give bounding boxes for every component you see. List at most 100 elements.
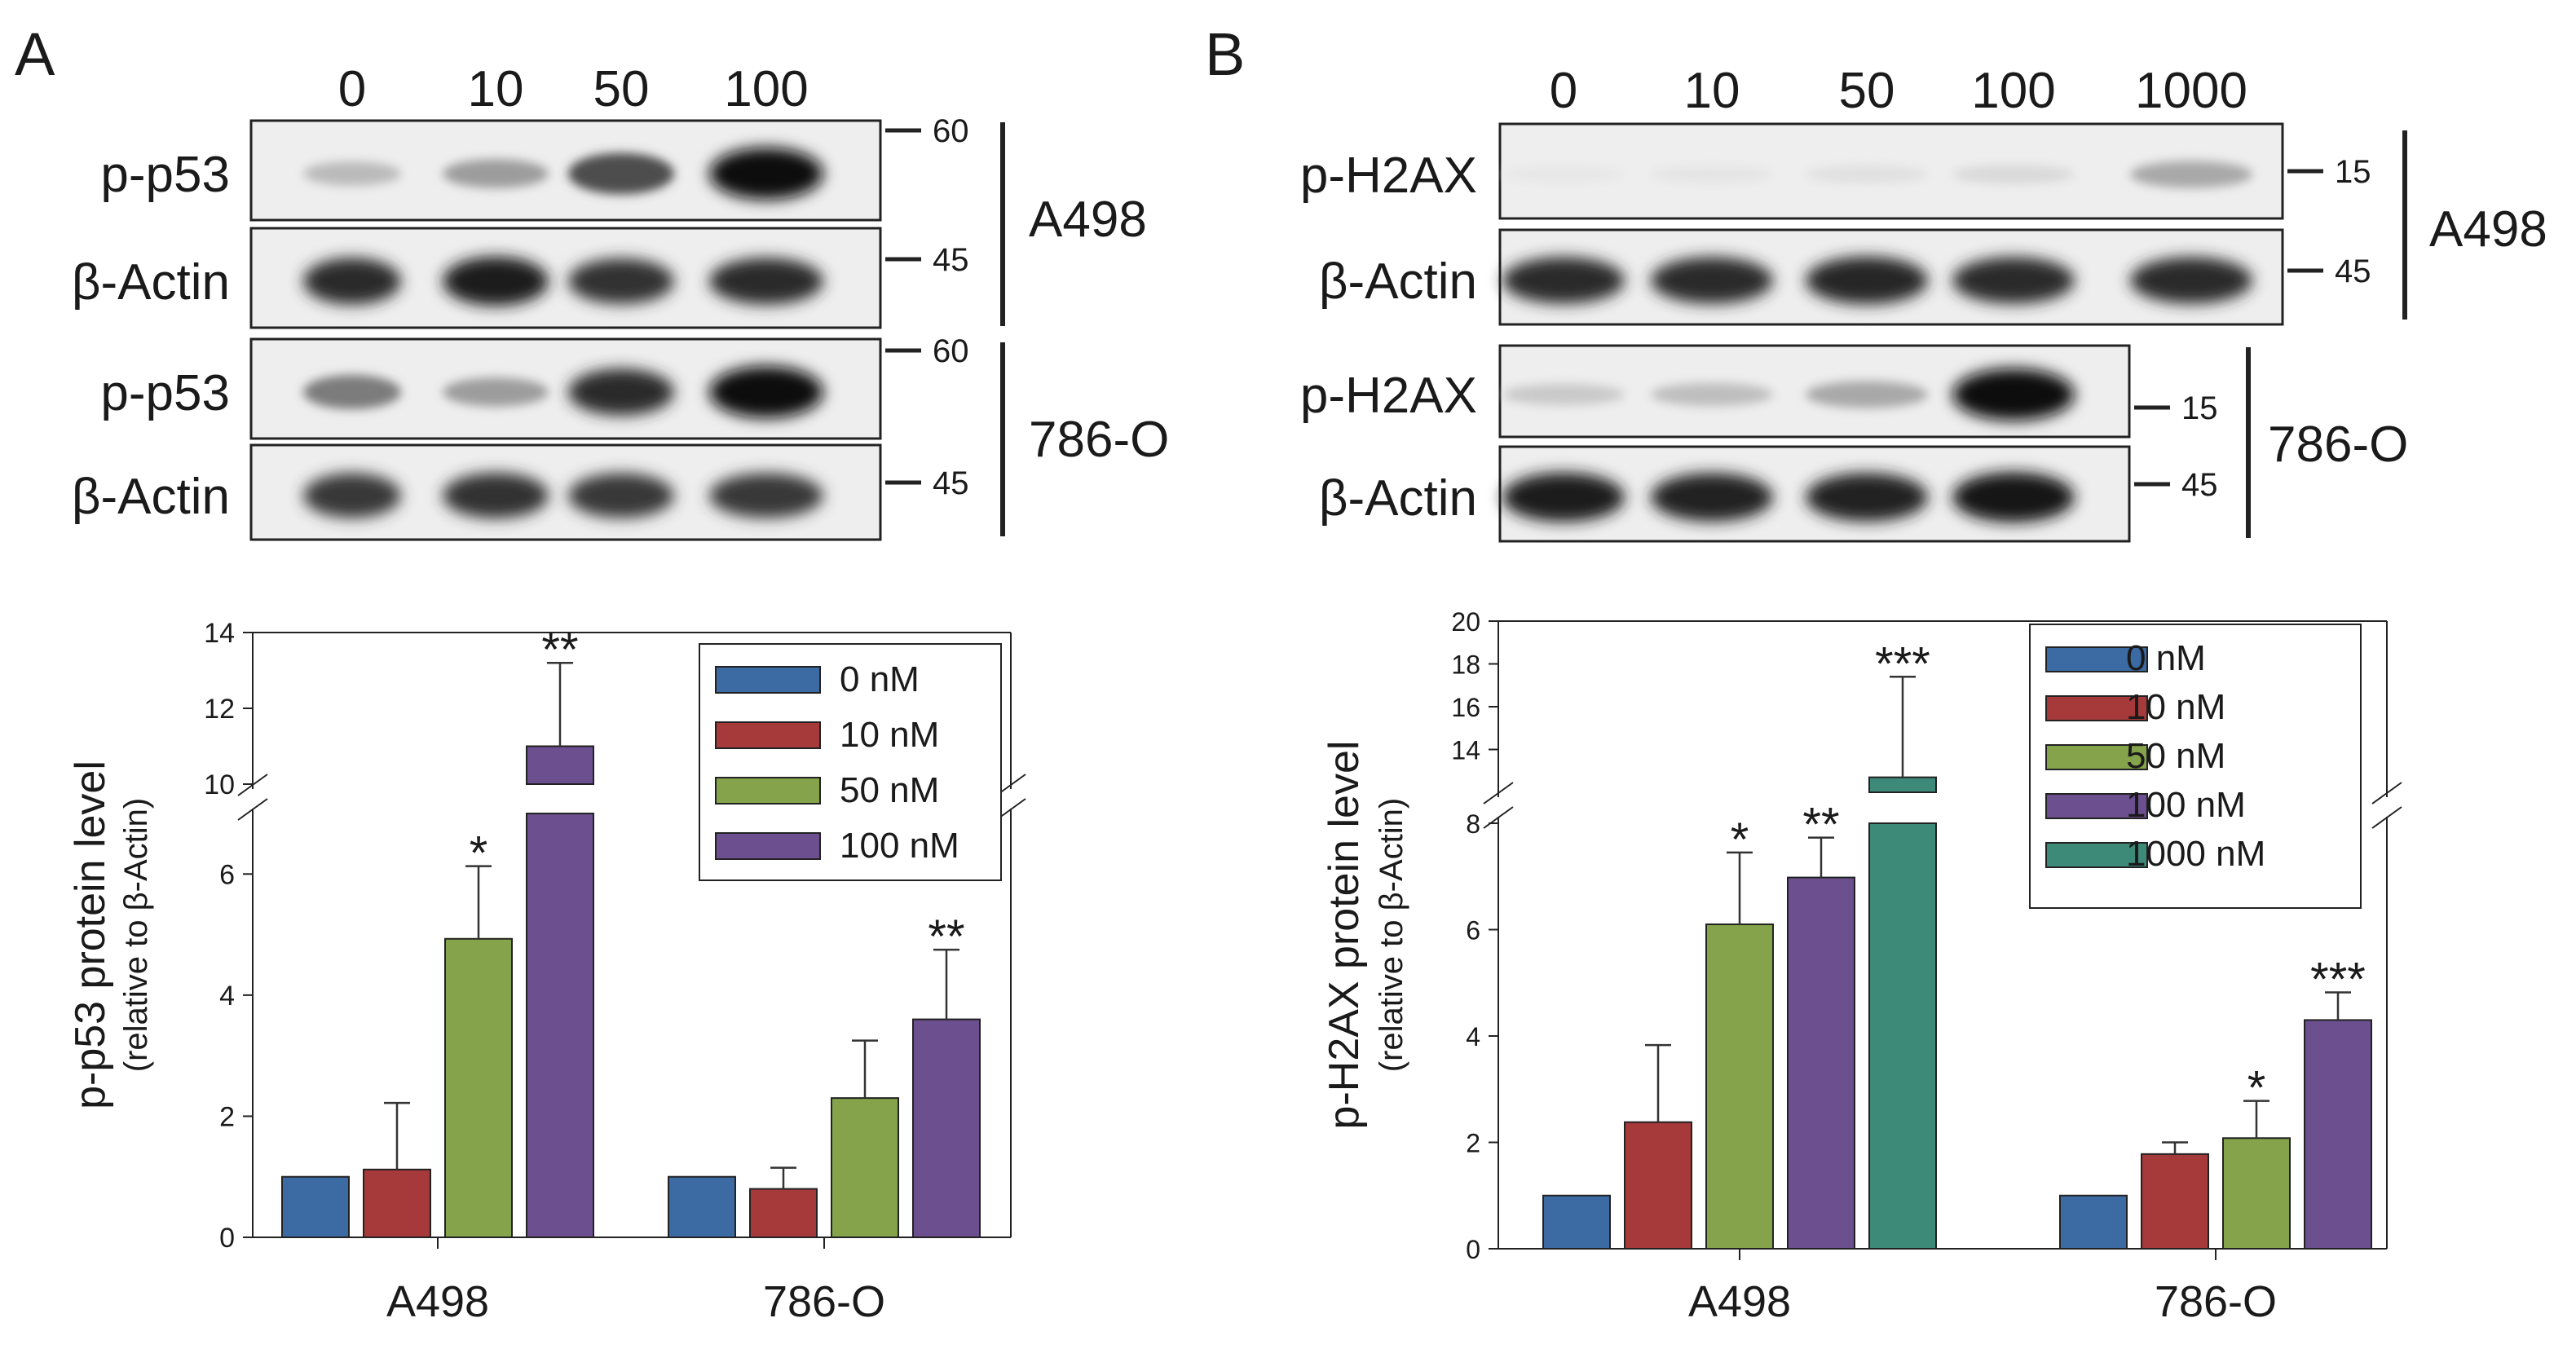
y-tick-label: 10: [204, 769, 235, 800]
blot-row-label: p-H2AX: [1300, 368, 1477, 424]
blot-band: [1806, 473, 1928, 522]
blot-band: [303, 161, 401, 186]
blot-band: [1651, 382, 1773, 407]
blot-band: [443, 159, 549, 188]
bar: [2304, 1019, 2372, 1250]
lane-label: 50: [1839, 63, 1895, 119]
cell-line-label: A498: [1029, 192, 1147, 248]
bar: [2059, 1194, 2128, 1250]
significance-marker: ***: [2310, 953, 2366, 1006]
legend-label: 100 nM: [840, 826, 959, 866]
blot-band: [1502, 383, 1625, 406]
mw-marker-label: 45: [2335, 253, 2371, 289]
legend-swatch: [715, 777, 821, 805]
lane-label: 10: [1684, 63, 1740, 119]
axis-break-mark: [1483, 806, 1514, 829]
y-tick-label: 12: [204, 694, 235, 725]
cell-line-label: A498: [2429, 201, 2547, 258]
bar: [668, 1175, 736, 1238]
blot-band: [1651, 257, 1773, 304]
cell-line-label: 786-O: [1029, 412, 1169, 468]
axis-break-mark: [2371, 806, 2402, 829]
blot-band: [709, 258, 823, 305]
legend-label: 50 nM: [840, 770, 939, 810]
mw-marker-label: 15: [2335, 154, 2371, 190]
mw-marker-label: 45: [933, 242, 969, 278]
y-tick-label: 0: [1466, 1235, 1480, 1264]
bar-upper-segment: [1868, 776, 1937, 793]
y-tick-label: 6: [1466, 916, 1480, 946]
y-tick-label: 16: [1451, 693, 1480, 722]
bar: [912, 1018, 981, 1238]
bar: [281, 1175, 350, 1238]
y-axis-label: p-H2AX protein level: [1321, 741, 1368, 1130]
mw-marker-label: 45: [933, 465, 969, 501]
blot-row-label: β-Actin: [72, 254, 230, 311]
blot-band: [1952, 165, 2075, 184]
blot-row-label: p-p53: [100, 147, 230, 203]
bar: [749, 1188, 818, 1238]
significance-marker: *: [1731, 813, 1749, 866]
x-category-label: 786-O: [2155, 1277, 2277, 1326]
bar: [1868, 822, 1937, 1250]
legend-label: 0 nM: [2126, 638, 2206, 678]
blot-row-label: p-H2AX: [1300, 148, 1477, 204]
blot-band: [303, 473, 401, 518]
bar: [1542, 1194, 1611, 1250]
legend-label: 0 nM: [840, 659, 920, 699]
blot-row-label: β-Actin: [1319, 253, 1477, 310]
legend-label: 100 nM: [2126, 785, 2246, 825]
western-blot-panel-b: 0 10 50 100 1000 p-H2AX 15 β-Actin 45 p-H2AX 15 β-A…: [1300, 63, 2547, 543]
blot-band: [2130, 161, 2252, 188]
blot-band: [1806, 165, 1928, 184]
blot-band: [1952, 472, 2075, 522]
blot-row-label: β-Actin: [72, 469, 230, 525]
bar: [1787, 876, 1855, 1250]
y-tick-label: 0: [219, 1223, 235, 1254]
x-category-label: A498: [1688, 1277, 1791, 1326]
x-category-label: A498: [386, 1277, 489, 1326]
blot-band: [568, 473, 674, 518]
western-blot-panel-a: 0 10 50 100 p-p53 60 β-Actin 45 p-p53 60 β-Actin 45…: [72, 61, 1169, 541]
y-tick-label: 4: [219, 981, 235, 1012]
blot-band: [1502, 472, 1625, 522]
axis-break-mark: [237, 798, 268, 821]
blot-band: [303, 258, 401, 305]
y-tick-label: 14: [1451, 736, 1480, 765]
mw-marker-label: 60: [933, 333, 969, 369]
y-tick-label: 2: [1466, 1129, 1480, 1158]
mw-marker-label: 60: [933, 113, 969, 149]
significance-marker: *: [470, 827, 488, 880]
blot-band: [709, 148, 823, 200]
bar-chart-p-p53: 0 2 4 6 10 12 14 p-p53 protein level (relative t…: [67, 618, 1026, 1326]
y-tick-label: 8: [1466, 809, 1480, 839]
blot-band: [443, 472, 549, 519]
blot-band: [709, 473, 823, 518]
mw-marker-label: 15: [2181, 390, 2218, 426]
panel-letter-a: A: [15, 20, 55, 88]
lane-label: 100: [1971, 63, 2055, 119]
blot-band: [1502, 165, 1625, 183]
legend-swatch: [2045, 646, 2148, 672]
x-category-label: 786-O: [763, 1277, 885, 1326]
blot-band: [1806, 256, 1928, 305]
bar: [363, 1168, 431, 1239]
legend-swatch: [2045, 695, 2148, 721]
legend-swatch: [715, 721, 821, 749]
blot-band: [1651, 473, 1773, 522]
lane-label: 10: [468, 61, 524, 117]
legend-swatch: [715, 832, 821, 860]
y-axis-sublabel: (relative to β-Actin): [118, 798, 154, 1072]
significance-marker: *: [2247, 1062, 2266, 1115]
lane-label: 50: [593, 61, 650, 117]
blot-band: [2130, 257, 2252, 304]
bar: [444, 937, 513, 1239]
bar: [2222, 1137, 2291, 1250]
blot-band: [1651, 165, 1773, 183]
bar-chart-p-h2ax: 0 2 4 6 8 14 16 18 20 p-H2AX protein level (relati…: [1321, 607, 2402, 1326]
blot-band: [568, 368, 674, 416]
legend-label: 10 nM: [2126, 687, 2225, 727]
y-tick-label: 18: [1451, 650, 1480, 680]
legend-label: 10 nM: [840, 715, 939, 755]
blot-band: [1952, 368, 2075, 421]
